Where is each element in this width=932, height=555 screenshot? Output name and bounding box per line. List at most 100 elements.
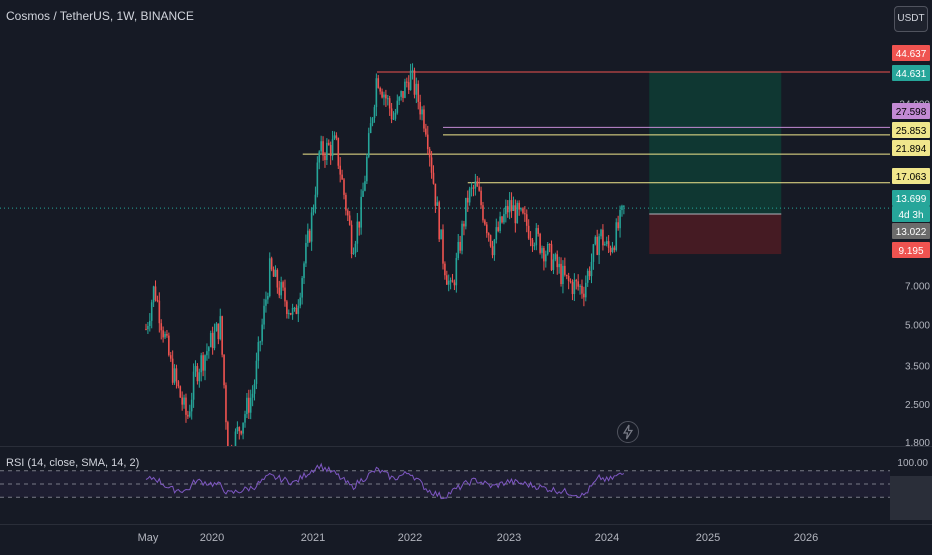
lightning-bolt-icon[interactable] — [617, 421, 639, 443]
candle-body — [604, 244, 606, 246]
candle-body — [259, 341, 262, 343]
candle-body — [350, 224, 353, 254]
candle-body — [356, 221, 359, 244]
candle-body — [305, 242, 307, 264]
candle-body — [240, 431, 242, 434]
time-axis[interactable]: May 2020 2021 2022 2023 2024 2025 2026 — [0, 524, 890, 550]
candle-body — [613, 247, 616, 250]
candle-body — [607, 241, 610, 248]
candle-body — [584, 282, 587, 298]
candle-body — [394, 112, 397, 119]
lightning-bolt-glyph — [622, 424, 634, 440]
candle-body — [381, 91, 383, 98]
rsi-pane[interactable] — [0, 447, 890, 524]
candle-body — [600, 229, 602, 237]
time-tick-label: 2023 — [497, 532, 521, 544]
candle-body — [211, 333, 214, 349]
price-label-badge — [892, 122, 930, 138]
candle-body — [457, 241, 460, 258]
candle-body — [466, 197, 469, 203]
candle-body — [444, 263, 446, 276]
price-label-text: 9.195 — [898, 246, 923, 257]
candle-body — [204, 355, 206, 371]
candle-body — [158, 300, 161, 324]
candle-body — [185, 397, 187, 415]
candle-body — [468, 188, 471, 203]
candle-body — [476, 181, 479, 187]
candle-body — [318, 151, 321, 163]
candle-body — [270, 258, 273, 270]
candle-body — [198, 372, 201, 382]
candle-body — [160, 323, 163, 331]
candle-body — [577, 281, 579, 287]
candle-body — [436, 202, 439, 206]
candle-body — [531, 239, 534, 247]
price-chart-pane[interactable] — [0, 0, 890, 465]
candle-body — [565, 274, 568, 276]
candle-body — [314, 194, 317, 208]
candle-body — [451, 280, 454, 283]
candle-body — [404, 81, 406, 98]
candle-body — [447, 280, 450, 285]
candle-body — [455, 257, 458, 286]
candle-body — [326, 142, 328, 161]
price-label-text: 21.894 — [896, 144, 927, 155]
candle-body — [236, 427, 239, 432]
candle-body — [548, 244, 551, 246]
candle-body — [400, 91, 402, 97]
candle-body — [402, 91, 404, 98]
price-label-badge — [892, 168, 930, 184]
price-label-text: 44.631 — [896, 69, 927, 80]
candle-body — [329, 144, 332, 157]
symbol-title[interactable]: Cosmos / TetherUS, 1W, BINANCE — [6, 9, 194, 23]
candle-body — [272, 269, 275, 277]
candle-body — [308, 230, 311, 242]
candle-body — [341, 174, 343, 180]
pane-separator[interactable] — [0, 446, 932, 447]
price-label-badge — [892, 190, 930, 206]
candle-body — [485, 224, 488, 234]
rsi-indicator-title[interactable]: RSI (14, close, SMA, 14, 2) — [6, 457, 140, 469]
candle-body — [556, 254, 559, 268]
price-chart-svg[interactable] — [0, 0, 890, 465]
candle-body — [545, 254, 547, 262]
candle-body — [583, 293, 585, 298]
candle-body — [461, 223, 463, 251]
candle-body — [385, 94, 387, 99]
candle-body — [449, 280, 452, 282]
candle-body — [388, 98, 391, 109]
candle-body — [331, 139, 334, 157]
candle-body — [392, 118, 395, 120]
price-label-text: 25.853 — [896, 126, 927, 137]
candle-body — [434, 183, 437, 206]
candle-body — [503, 214, 505, 223]
candle-body — [512, 205, 515, 211]
candle-body — [508, 200, 511, 213]
candle-body — [419, 101, 421, 115]
candle-body — [202, 355, 204, 371]
time-tick-label: 2022 — [398, 532, 422, 544]
candle-body — [533, 245, 536, 247]
candle-body — [227, 422, 229, 456]
candle-body — [343, 179, 345, 195]
time-axis-separator — [0, 524, 932, 525]
time-tick-label: 2021 — [301, 532, 325, 544]
candle-body — [249, 397, 252, 413]
candle-body — [173, 368, 176, 383]
candle-body — [609, 247, 612, 253]
price-axis[interactable]: 34.0007.0005.0003.5002.5001.80044.63744.… — [890, 0, 932, 550]
stop-zone — [649, 213, 782, 255]
candle-body — [525, 214, 528, 226]
candle-body — [347, 210, 349, 216]
rsi-level-label: 100.00 — [897, 458, 928, 469]
candle-body — [293, 307, 296, 309]
candle-body — [339, 165, 341, 175]
price-label-badge — [892, 103, 930, 119]
candle-body — [426, 134, 429, 150]
candle-body — [453, 282, 456, 286]
candle-body — [248, 397, 250, 413]
currency-button[interactable]: USDT — [894, 6, 928, 32]
candle-body — [354, 243, 357, 254]
candle-body — [337, 137, 340, 166]
candle-body — [255, 360, 258, 384]
